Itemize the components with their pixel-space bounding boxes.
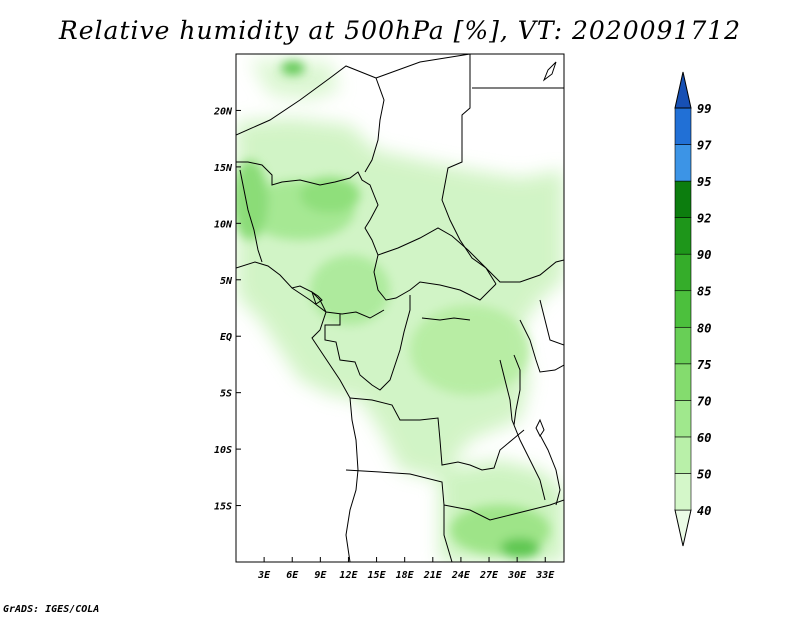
lat-tick-label: 5S (220, 389, 232, 400)
lon-tick-label: 9E (314, 570, 327, 581)
humidity-core-sahel (300, 177, 360, 213)
colorbar-upper-extend (674, 71, 692, 109)
colorbar-label: 92 (697, 212, 711, 226)
colorbar-label: 50 (697, 467, 711, 481)
colorbar-segment (674, 400, 692, 438)
humidity-core-south-peak (500, 538, 540, 558)
border-line (377, 227, 564, 283)
lat-tick-label: 10S (214, 445, 232, 456)
border-line (539, 434, 561, 506)
colorbar-segment (674, 363, 692, 401)
border-line (535, 418, 545, 437)
colorbar-segment (674, 436, 692, 474)
border-line (311, 290, 323, 305)
lon-tick-label: 30E (507, 570, 527, 581)
border-line (236, 161, 379, 256)
colorbar-label: 99 (697, 102, 711, 116)
humidity-shading (236, 60, 564, 562)
colorbar-segment (674, 144, 692, 182)
humidity-core-northwest-peak (281, 61, 305, 75)
border-line (519, 319, 564, 373)
colorbar-segment (674, 180, 692, 218)
lat-tick-label: 10N (214, 219, 233, 230)
border-line (236, 261, 359, 562)
colorbar-label: 85 (697, 285, 711, 299)
border-line (375, 54, 471, 79)
border-line (499, 359, 546, 501)
colorbar-label: 90 (697, 248, 711, 262)
lon-tick-label: 3E (257, 570, 271, 581)
lon-tick-label: 15E (368, 570, 387, 581)
border-line (345, 469, 453, 562)
lat-tick-label: 5N (220, 276, 233, 287)
country-borders (236, 54, 564, 562)
lon-tick-label: 12E (339, 570, 358, 581)
border-line (324, 295, 411, 391)
humidity-core-coast (236, 160, 268, 240)
border-line (443, 499, 564, 521)
border-line (291, 287, 385, 319)
colorbar-segment (674, 253, 692, 292)
lon-tick-label: 21E (423, 570, 443, 581)
border-line (236, 65, 377, 136)
colorbar-label: 60 (697, 431, 711, 445)
lon-tick-label: 27E (479, 570, 499, 581)
border-line (441, 54, 497, 285)
border-line (513, 354, 521, 426)
humidity-region-far-north (250, 60, 340, 100)
colorbar-segment (674, 326, 692, 365)
border-line (364, 77, 385, 173)
colorbar-lower-extend (674, 509, 692, 547)
colorbar: 40 50 60 70 75 80 85 90 92 95 97 99 (674, 71, 712, 547)
lat-tick-label: 15S (214, 502, 232, 513)
humidity-core-central (310, 255, 390, 325)
lon-tick-label: 24E (451, 570, 471, 581)
lon-tick-label: 18E (396, 570, 415, 581)
colorbar-segment (674, 290, 692, 328)
border-line (349, 397, 525, 471)
colorbar-label: 70 (697, 394, 711, 408)
grads-credit: GrADS: IGES/COLA (3, 604, 100, 615)
colorbar-segment (674, 473, 692, 511)
colorbar-segment (674, 217, 692, 255)
lon-tick-label: 6E (286, 570, 299, 581)
lat-tick-label: EQ (220, 332, 232, 343)
colorbar-label: 75 (697, 358, 711, 372)
colorbar-label: 40 (697, 504, 711, 518)
border-line (373, 254, 497, 301)
border-line (421, 317, 471, 321)
lon-tick-label: 33E (535, 570, 555, 581)
border-line (542, 61, 557, 82)
colorbar-label: 97 (697, 139, 712, 153)
map-frame: 20N 15N 10N 5N EQ 5S 10S 15S 3E 6E 9E 12E 15E 18E 21E… (213, 53, 565, 581)
colorbar-segment (674, 107, 692, 145)
colorbar-label: 95 (697, 175, 711, 189)
border-line (539, 299, 564, 346)
longitude-axis: 3E 6E 9E 12E 15E 18E 21E 24E 27E 30E 33E (257, 557, 555, 581)
lat-tick-label: 20N (213, 106, 233, 117)
latitude-axis: 20N 15N 10N 5N EQ 5S 10S 15S (213, 106, 241, 513)
colorbar-label: 80 (697, 321, 711, 335)
chart-title: Relative humidity at 500hPa [%], VT: 202… (58, 16, 742, 45)
map-border (235, 53, 565, 563)
humidity-core-east (410, 305, 530, 395)
lat-tick-label: 15N (214, 163, 233, 174)
border-line (239, 169, 263, 263)
